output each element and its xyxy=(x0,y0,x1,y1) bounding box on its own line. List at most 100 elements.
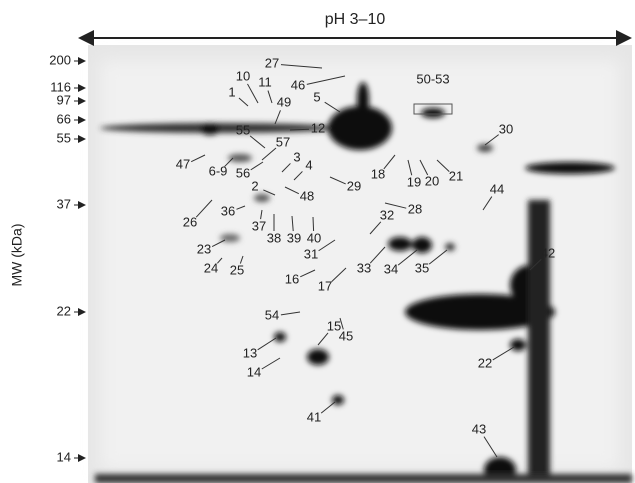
spot-label: 22 xyxy=(478,355,492,370)
spot-pointer xyxy=(190,154,206,163)
spot-pointer xyxy=(369,246,386,264)
spot-pointer xyxy=(384,202,407,209)
spot-pointer xyxy=(428,249,448,265)
spot-label: 33 xyxy=(357,260,371,275)
spot-pointer xyxy=(257,337,277,351)
spot-label: 28 xyxy=(408,201,422,216)
spot-pointer xyxy=(211,239,226,248)
spot-pointer xyxy=(492,346,515,361)
spot-label: 21 xyxy=(449,168,463,183)
spot-label: 48 xyxy=(300,188,314,203)
spot-label: 14 xyxy=(247,364,261,379)
spot-pointer xyxy=(293,171,303,181)
spot-label: 42 xyxy=(541,245,555,260)
spot-pointer xyxy=(331,267,347,282)
spot-pointer xyxy=(317,332,329,346)
spot-pointer xyxy=(260,209,263,220)
spot-label: 6-9 xyxy=(209,163,228,178)
spot-label: 10 xyxy=(236,68,250,83)
spot-label: 32 xyxy=(380,207,394,222)
spot-pointer xyxy=(274,110,281,125)
spot-label: 31 xyxy=(304,246,318,261)
spot-label: 56 xyxy=(236,165,250,180)
spot-pointer xyxy=(247,83,259,104)
mw-marker: 116 xyxy=(50,79,71,94)
spot-label: 40 xyxy=(307,230,321,245)
spot-label: 4 xyxy=(305,157,312,172)
spot-label: 49 xyxy=(277,94,291,109)
mw-marker: 55 xyxy=(57,130,71,145)
spot-pointer xyxy=(280,311,301,316)
spot-pointer xyxy=(397,249,418,266)
spot-pointer xyxy=(300,269,316,278)
spot-label: 15 xyxy=(327,318,341,333)
spot-label: 39 xyxy=(287,230,301,245)
spot-pointer xyxy=(483,436,498,458)
spot-pointer xyxy=(482,196,493,211)
spot-label: 47 xyxy=(176,156,190,171)
spot-pointer xyxy=(306,75,346,85)
spot-label: 18 xyxy=(371,166,385,181)
spot-pointer xyxy=(436,159,450,173)
spot-pointer xyxy=(312,216,315,232)
spot-label: 29 xyxy=(347,178,361,193)
spot-pointer xyxy=(318,239,336,252)
spot-pointer xyxy=(383,154,396,170)
spot-label: 50-53 xyxy=(416,71,449,86)
spot-label: 1 xyxy=(228,84,235,99)
spot-pointer xyxy=(291,215,294,232)
spot-label: 55 xyxy=(236,122,250,137)
spot-label: 11 xyxy=(258,74,272,89)
spot-pointer xyxy=(284,186,300,195)
spot-label: 30 xyxy=(499,121,513,136)
spot-pointer xyxy=(261,357,281,370)
spot-label: 41 xyxy=(307,409,321,424)
mw-marker: 200 xyxy=(49,52,71,67)
spot-label: 3 xyxy=(293,149,300,164)
spot-label: 46 xyxy=(291,77,305,92)
spot-label: 5 xyxy=(313,89,320,104)
mw-marker: 97 xyxy=(57,92,71,107)
spot-pointer xyxy=(280,64,323,69)
spot-label: 27 xyxy=(265,55,279,70)
spot-pointer xyxy=(281,163,291,173)
mw-marker: 14 xyxy=(57,449,71,464)
spot-label: 25 xyxy=(230,262,244,277)
spot-label: 20 xyxy=(425,173,439,188)
spot-pointer xyxy=(216,257,223,264)
spot-pointer xyxy=(249,135,266,149)
spot-pointer xyxy=(419,159,429,176)
spot-label: 57 xyxy=(276,134,290,149)
spot-label: 16 xyxy=(285,271,299,286)
spot-pointer xyxy=(261,147,277,161)
gel xyxy=(88,45,632,483)
mw-marker: 66 xyxy=(57,111,71,126)
spot-label: 38 xyxy=(267,230,281,245)
spot-pointer xyxy=(369,221,382,235)
spot-label: 34 xyxy=(384,261,398,276)
spot-label: 13 xyxy=(243,345,257,360)
spot-pointer xyxy=(236,205,246,210)
spot-pointer xyxy=(239,255,244,264)
axis-label: MW (kDa) xyxy=(9,224,25,287)
spot-label: 45 xyxy=(339,328,353,343)
spot-pointer xyxy=(320,401,336,414)
mw-marker: 22 xyxy=(57,303,71,318)
spot-label: 17 xyxy=(318,278,332,293)
spot-pointer xyxy=(238,97,249,107)
spot-pointer xyxy=(263,189,276,196)
ph-title: pH 3–10 xyxy=(325,11,386,28)
spot-label: 26 xyxy=(183,214,197,229)
spot-pointer xyxy=(484,134,499,146)
spot-label: 36 xyxy=(221,203,235,218)
spot-pointer xyxy=(250,161,264,171)
spot-pointer xyxy=(324,101,341,113)
spot-label: 2 xyxy=(251,178,258,193)
spot-pointer xyxy=(195,199,213,218)
spot-pointer xyxy=(339,317,344,330)
spot-label: 24 xyxy=(204,260,218,275)
spot-pointer xyxy=(267,90,273,104)
spot-label: 54 xyxy=(265,307,279,322)
spot-label: 37 xyxy=(252,218,266,233)
